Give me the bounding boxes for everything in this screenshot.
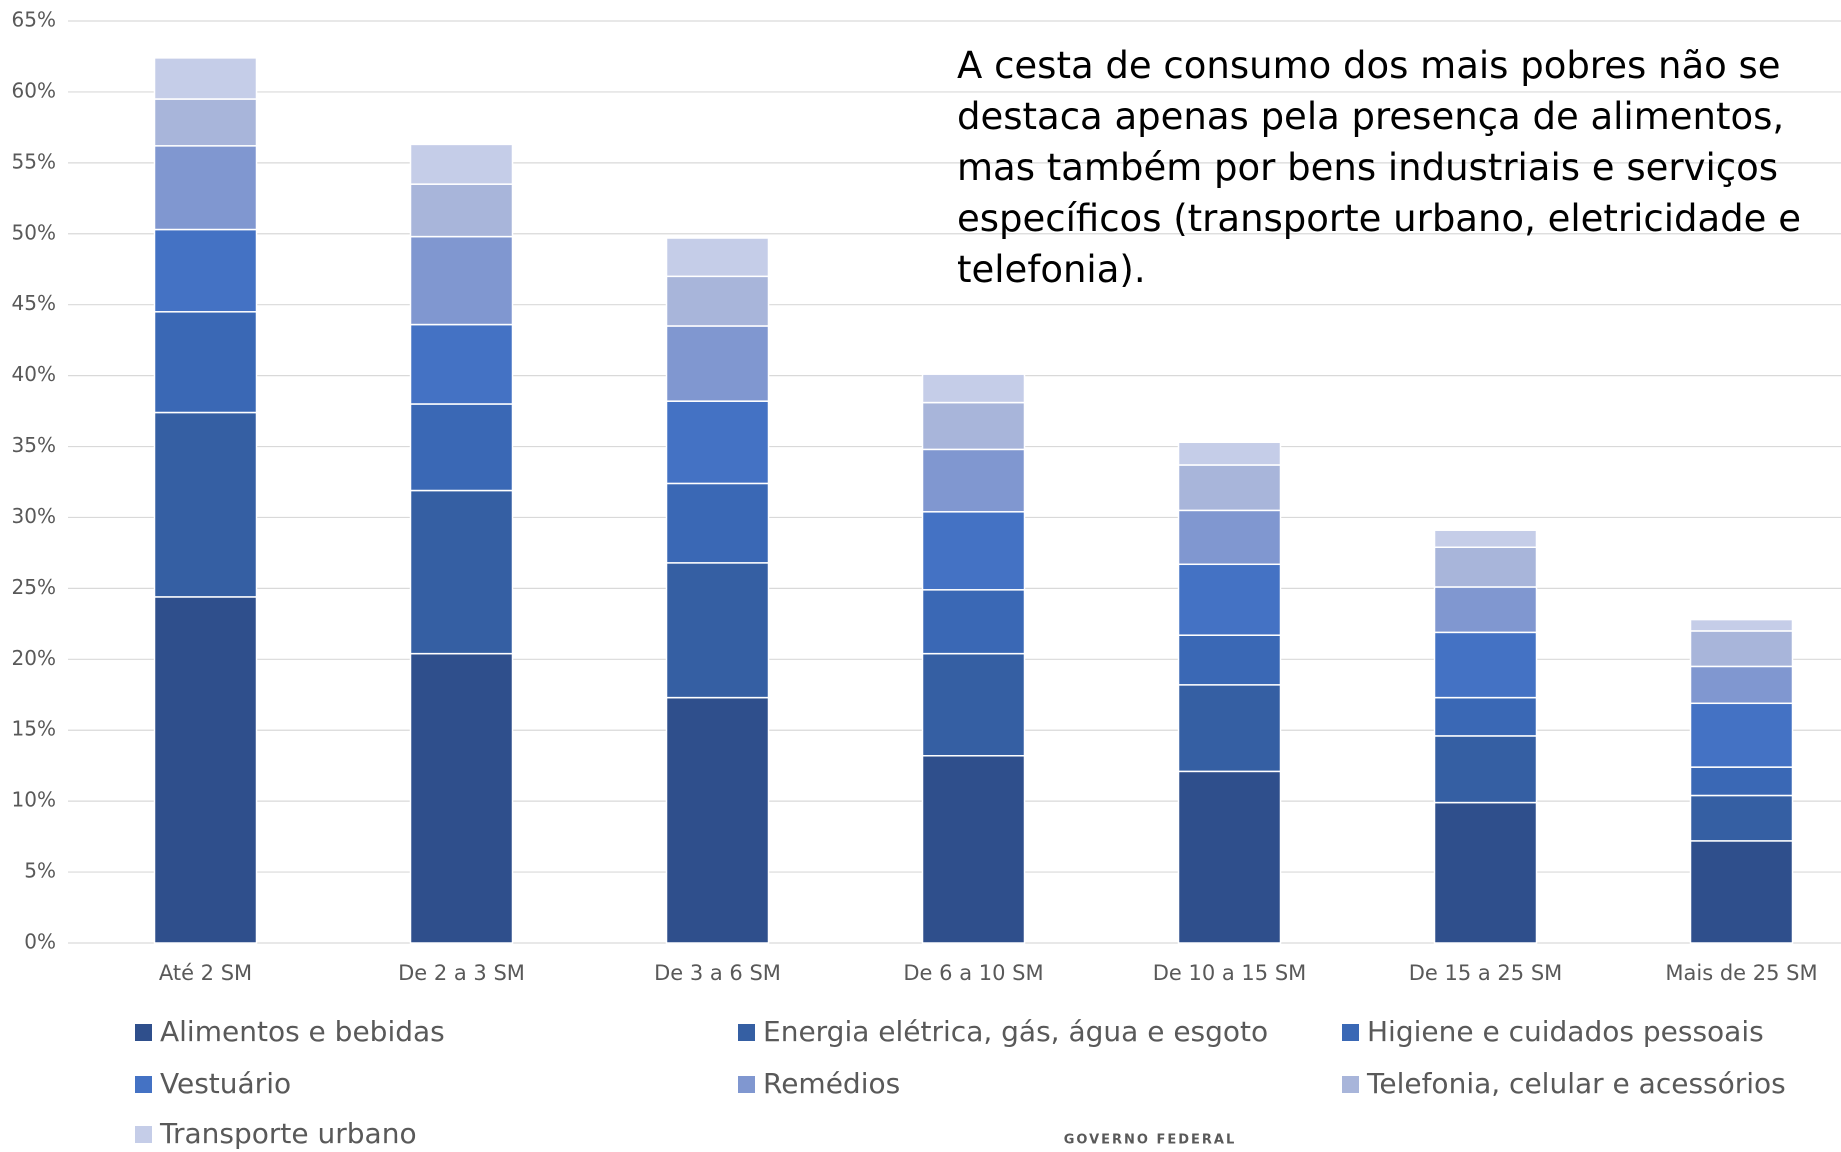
bar-segment xyxy=(1177,684,1282,773)
bar-segment xyxy=(665,275,770,327)
y-tick-label: 5% xyxy=(24,859,56,883)
bar-segment xyxy=(1433,586,1538,634)
legend-swatch xyxy=(135,1076,152,1093)
bar-segment xyxy=(665,400,770,485)
bar-segment xyxy=(409,143,514,185)
x-tick-label: Até 2 SM xyxy=(159,961,252,985)
bar-segment xyxy=(409,489,514,655)
legend-swatch xyxy=(135,1126,152,1143)
bar-segment xyxy=(1177,509,1282,566)
bar-segment xyxy=(1433,801,1538,944)
bar-segment xyxy=(409,403,514,492)
bar-segment xyxy=(409,183,514,238)
footer: GOVERNO FEDERAL xyxy=(1064,1133,1237,1148)
bar-segment xyxy=(153,311,258,414)
bar-segment xyxy=(1177,770,1282,944)
y-tick-label: 10% xyxy=(12,788,56,812)
legend-label: Transporte urbano xyxy=(159,1117,417,1150)
y-tick-label: 15% xyxy=(12,717,56,741)
bar-segment xyxy=(1689,665,1794,705)
bar-segment xyxy=(1177,634,1282,686)
bar-segment xyxy=(409,652,514,944)
bar-segment xyxy=(1433,529,1538,548)
y-tick-label: 55% xyxy=(12,149,56,173)
bar-segment xyxy=(153,57,258,100)
bar-segment xyxy=(153,145,258,231)
x-tick-label: De 10 a 15 SM xyxy=(1153,961,1307,985)
legend-label: Higiene e cuidados pessoais xyxy=(1367,1015,1764,1048)
y-tick-label: 25% xyxy=(12,575,56,599)
y-tick-label: 50% xyxy=(12,220,56,244)
legend-swatch xyxy=(738,1076,755,1093)
y-tick-label: 0% xyxy=(24,930,56,954)
bar-segment xyxy=(665,562,770,699)
bar-segment xyxy=(1689,618,1794,632)
bar-segment xyxy=(921,755,1026,944)
x-tick-label: De 15 a 25 SM xyxy=(1409,961,1563,985)
y-tick-label: 35% xyxy=(12,433,56,457)
x-tick-label: Mais de 25 SM xyxy=(1665,961,1817,985)
bar-segment xyxy=(665,237,770,278)
y-tick-label: 20% xyxy=(12,646,56,670)
legend-label: Vestuário xyxy=(160,1067,291,1100)
bar-segment xyxy=(153,228,258,313)
bar-segment xyxy=(1177,441,1282,466)
bar-segment xyxy=(1689,630,1794,668)
bar-segment xyxy=(1689,766,1794,797)
legend-label: Telefonia, celular e acessórios xyxy=(1366,1067,1786,1100)
bar-segment xyxy=(665,482,770,564)
bar-segment xyxy=(1433,546,1538,588)
bar-segment xyxy=(921,589,1026,655)
legend-label: Remédios xyxy=(763,1067,900,1100)
y-tick-label: 40% xyxy=(12,362,56,386)
y-tick-label: 65% xyxy=(12,8,56,32)
bar-segment xyxy=(153,596,258,944)
bar-segment xyxy=(921,401,1026,451)
bar-segment xyxy=(665,696,770,944)
bar-segment xyxy=(1177,464,1282,512)
legend-swatch xyxy=(738,1024,755,1041)
y-tick-label: 60% xyxy=(12,78,56,102)
y-tick-label: 30% xyxy=(12,504,56,528)
bar-segment xyxy=(153,98,258,147)
x-tick-label: De 3 a 6 SM xyxy=(654,961,781,985)
bar-segment xyxy=(409,323,514,405)
bar-segment xyxy=(1689,794,1794,842)
bar-segment xyxy=(1177,563,1282,636)
legend-swatch xyxy=(135,1024,152,1041)
bar-segment xyxy=(1689,840,1794,944)
legend-swatch xyxy=(1342,1076,1359,1093)
bar-segment xyxy=(1433,735,1538,804)
legend-swatch xyxy=(1342,1024,1359,1041)
y-tick-label: 45% xyxy=(12,291,56,315)
annotation: A cesta de consumo dos mais pobres não s… xyxy=(957,44,1801,291)
x-tick-label: De 6 a 10 SM xyxy=(903,961,1043,985)
bar-segment xyxy=(921,373,1026,404)
bar-segment xyxy=(921,652,1026,757)
bar-segment xyxy=(153,411,258,598)
bar-segment xyxy=(1689,702,1794,768)
x-tick-label: De 2 a 3 SM xyxy=(398,961,525,985)
bar-segment xyxy=(1433,696,1538,737)
legend-label: Energia elétrica, gás, água e esgoto xyxy=(763,1015,1268,1048)
bar-segment xyxy=(409,235,514,326)
bar-segment xyxy=(665,325,770,402)
bar-segment xyxy=(921,448,1026,513)
bar-segment xyxy=(921,511,1026,591)
bar-segment xyxy=(1433,631,1538,699)
legend-label: Alimentos e bebidas xyxy=(160,1015,445,1048)
